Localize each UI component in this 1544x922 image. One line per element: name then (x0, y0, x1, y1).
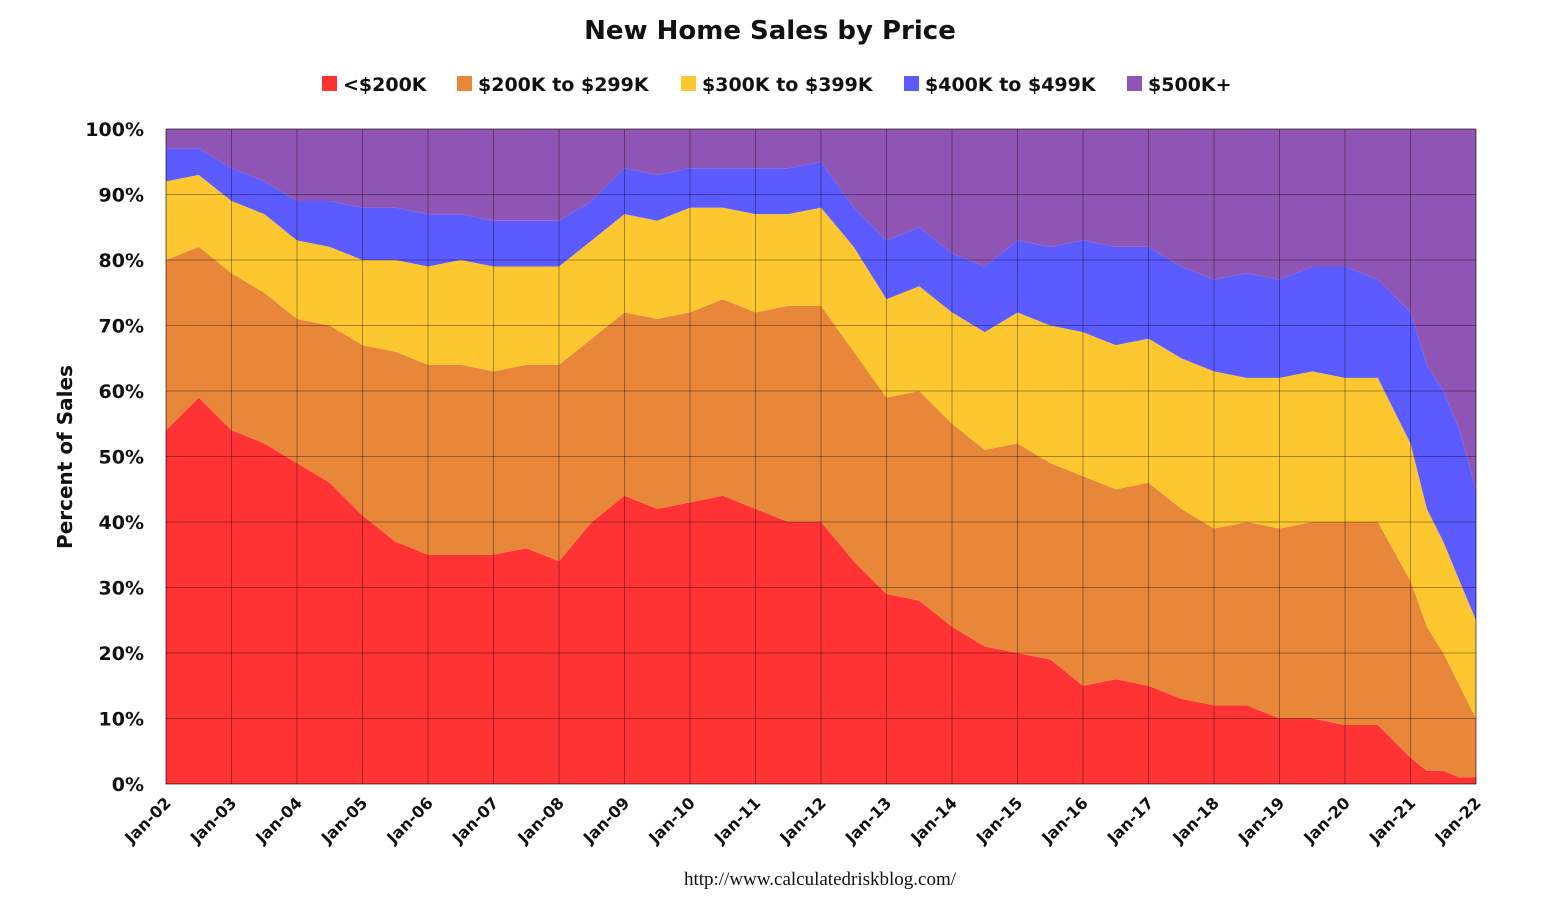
x-tick-label: Jan-13 (841, 793, 895, 847)
x-tick-label: Jan-11 (710, 793, 764, 847)
x-tick-label: Jan-12 (775, 793, 829, 847)
y-tick-label: 30% (99, 578, 144, 600)
y-tick-label: 20% (99, 643, 144, 665)
legend-item-0: <$200K (322, 74, 428, 96)
legend-label: <$200K (343, 74, 428, 96)
y-tick-label: 0% (112, 774, 144, 796)
legend-swatch (681, 76, 696, 91)
legend-label: $400K to $499K (925, 74, 1097, 96)
x-tick-label: Jan-16 (1037, 793, 1091, 847)
source-link[interactable]: http://www.calculatedriskblog.com/ (684, 869, 957, 890)
y-tick-label: 100% (85, 119, 144, 141)
y-axis-label: Percent of Sales (53, 365, 77, 549)
x-tick-label: Jan-22 (1430, 793, 1484, 847)
x-tick-label: Jan-07 (448, 793, 502, 847)
legend-item-3: $400K to $499K (904, 74, 1097, 96)
y-tick-label: 60% (99, 381, 144, 403)
x-tick-label: Jan-06 (382, 793, 436, 847)
stacked-areas (166, 129, 1476, 784)
y-tick-label: 80% (99, 250, 144, 272)
legend-swatch (1127, 76, 1142, 91)
area-series-3 (166, 148, 1476, 621)
chart-title: New Home Sales by Price (584, 16, 956, 46)
legend-label: $500K+ (1148, 74, 1232, 96)
area-series-1 (166, 246, 1476, 778)
y-tick-label: 50% (99, 447, 144, 469)
legend-label: $300K to $399K (702, 74, 874, 96)
legend-item-2: $300K to $399K (681, 74, 874, 96)
plot-area (165, 128, 1477, 785)
x-tick-label: Jan-05 (317, 793, 371, 847)
x-tick-label: Jan-09 (579, 793, 633, 847)
area-series-2 (166, 174, 1476, 719)
x-tick-label: Jan-20 (1299, 793, 1353, 847)
legend-item-1: $200K to $299K (457, 74, 650, 96)
legend-swatch (322, 76, 337, 91)
y-tick-label: 10% (99, 709, 144, 731)
x-tick-label: Jan-19 (1234, 793, 1288, 847)
y-tick-label: 90% (99, 185, 144, 207)
x-tick-label: Jan-04 (251, 793, 305, 847)
x-tick-label: Jan-18 (1168, 793, 1222, 847)
x-tick-label: Jan-10 (644, 793, 698, 847)
legend-label: $200K to $299K (478, 74, 650, 96)
x-tick-label: Jan-21 (1365, 793, 1419, 847)
legend: <$200K $200K to $299K $300K to $399K $400K … (322, 74, 1232, 96)
legend-swatch (457, 76, 472, 91)
y-axis: 0% 10% 20% 30% 40% 50% 60% 70% 80% 90% 100% (85, 119, 144, 796)
legend-item-4: $500K+ (1127, 74, 1232, 96)
x-tick-label: Jan-02 (120, 793, 174, 847)
x-tick-label: Jan-14 (906, 793, 960, 847)
y-tick-label: 70% (99, 316, 144, 338)
y-tick-label: 40% (99, 512, 144, 534)
x-tick-label: Jan-03 (186, 793, 240, 847)
area-series-4 (166, 129, 1476, 490)
x-axis: Jan-02 Jan-03 Jan-04 Jan-05 Jan-06 Jan-07 Jan-… (120, 793, 1484, 847)
x-tick-label: Jan-17 (1103, 793, 1157, 847)
area-series-0 (166, 397, 1476, 784)
x-tick-label: Jan-15 (972, 793, 1026, 847)
x-tick-label: Jan-08 (513, 793, 567, 847)
legend-swatch (904, 76, 919, 91)
gridlines (165, 128, 1477, 785)
